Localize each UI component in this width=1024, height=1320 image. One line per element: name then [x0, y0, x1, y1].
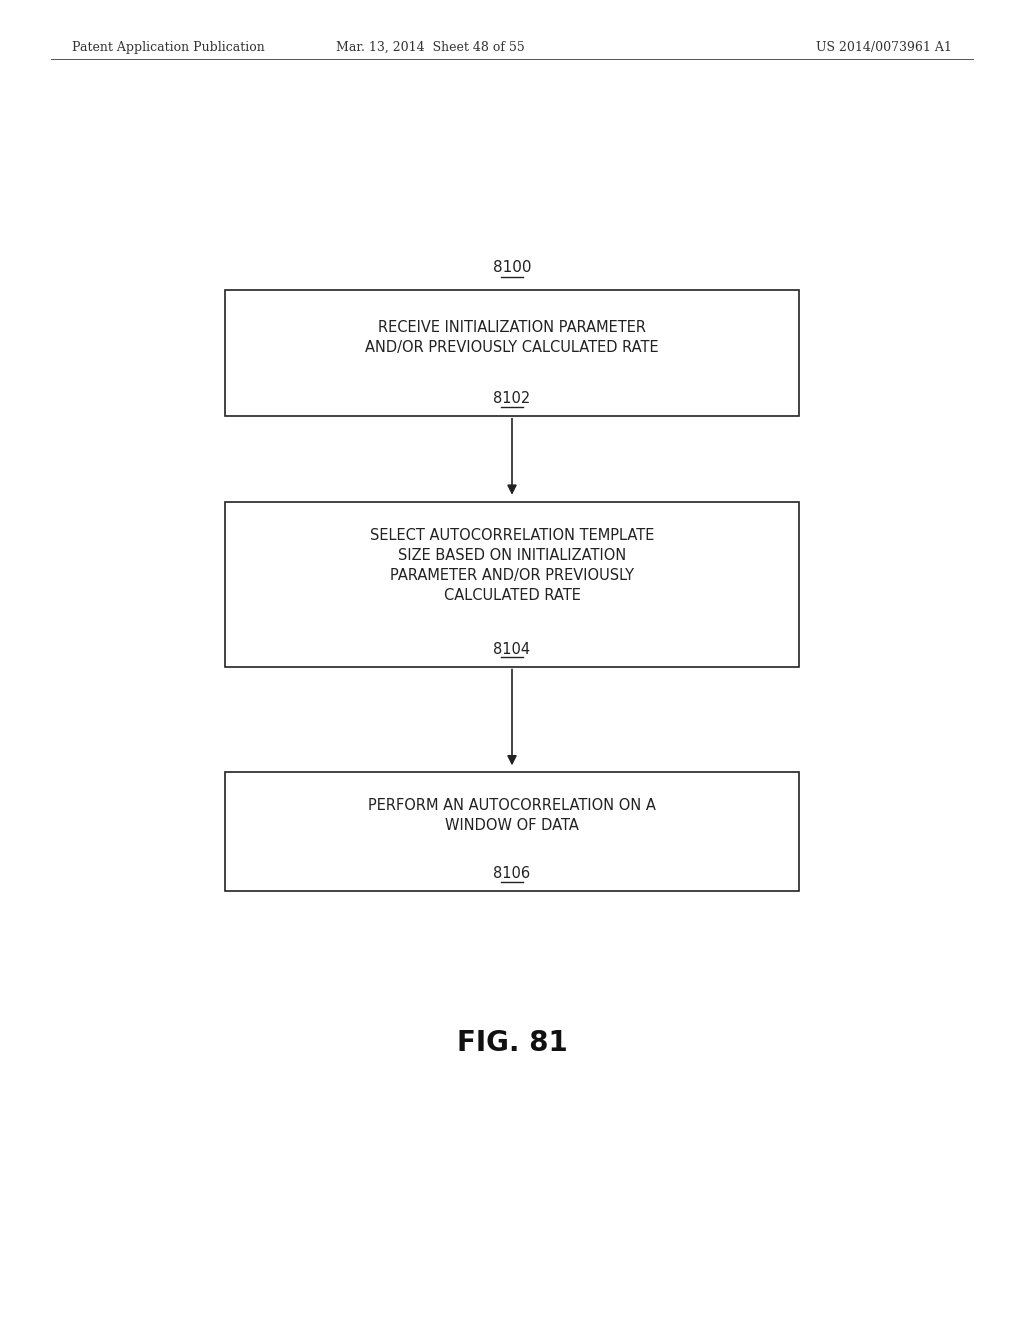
Text: 8100: 8100: [493, 260, 531, 276]
Text: 8104: 8104: [494, 642, 530, 657]
Text: Mar. 13, 2014  Sheet 48 of 55: Mar. 13, 2014 Sheet 48 of 55: [336, 41, 524, 54]
FancyBboxPatch shape: [225, 290, 799, 416]
Text: PERFORM AN AUTOCORRELATION ON A
WINDOW OF DATA: PERFORM AN AUTOCORRELATION ON A WINDOW O…: [368, 799, 656, 833]
Text: 8106: 8106: [494, 866, 530, 882]
Text: FIG. 81: FIG. 81: [457, 1028, 567, 1057]
Text: RECEIVE INITIALIZATION PARAMETER
AND/OR PREVIOUSLY CALCULATED RATE: RECEIVE INITIALIZATION PARAMETER AND/OR …: [366, 319, 658, 355]
Text: US 2014/0073961 A1: US 2014/0073961 A1: [816, 41, 952, 54]
Text: 8102: 8102: [494, 391, 530, 407]
FancyBboxPatch shape: [225, 772, 799, 891]
FancyBboxPatch shape: [225, 502, 799, 667]
Text: Patent Application Publication: Patent Application Publication: [72, 41, 264, 54]
Text: SELECT AUTOCORRELATION TEMPLATE
SIZE BASED ON INITIALIZATION
PARAMETER AND/OR PR: SELECT AUTOCORRELATION TEMPLATE SIZE BAS…: [370, 528, 654, 603]
